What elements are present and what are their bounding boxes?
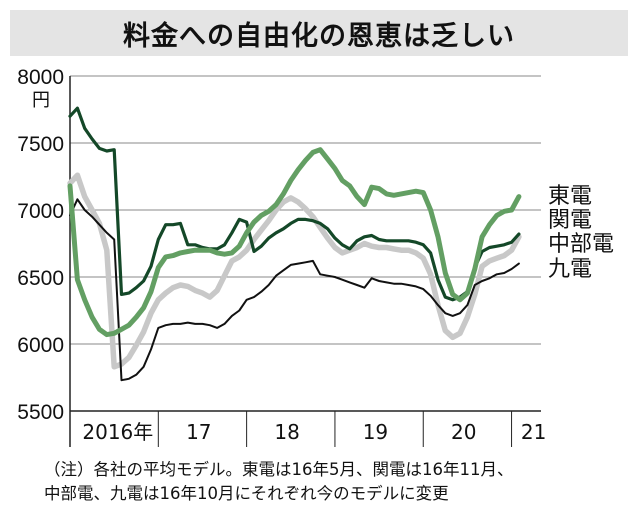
- series-line-九電: [69, 198, 520, 382]
- x-tick-label: 2016年: [82, 420, 153, 444]
- x-tick-label: 19: [363, 420, 388, 444]
- y-tick-label: 7500: [17, 133, 64, 156]
- footnote-line-1: （注）各社の平均モデル。東電は16年5月、関電は16年11月、: [44, 460, 514, 479]
- series-line-関電: [67, 172, 522, 370]
- x-tick-label: 18: [274, 420, 299, 444]
- y-tick-label: 7000: [17, 200, 64, 223]
- y-tick-label: 5500: [17, 401, 64, 424]
- y-tick-label: 6500: [17, 267, 64, 290]
- legend-label: 九電: [548, 257, 592, 282]
- legend-label: 関電: [548, 208, 592, 233]
- footnote: （注）各社の平均モデル。東電は16年5月、関電は16年11月、 中部電、九電は1…: [44, 458, 624, 506]
- y-axis-unit: 円: [32, 90, 50, 111]
- footnote-line-2: 中部電、九電は16年10月にそれぞれ今のモデルに変更: [44, 484, 449, 503]
- series-line-東電: [67, 147, 522, 338]
- x-tick-label: 20: [451, 420, 476, 444]
- x-tick-label: 17: [186, 420, 211, 444]
- legend-label: 東電: [548, 184, 592, 209]
- chart-title: 料金への自由化の恩恵は乏しい: [123, 20, 515, 52]
- y-tick-label: 8000: [17, 66, 64, 89]
- legend-label: 中部電: [548, 232, 614, 257]
- series-line-中部電: [68, 106, 521, 302]
- y-tick-label: 6000: [17, 334, 64, 357]
- x-tick-label: 21: [521, 420, 546, 444]
- chart-title-banner: 料金への自由化の恩恵は乏しい: [10, 10, 628, 56]
